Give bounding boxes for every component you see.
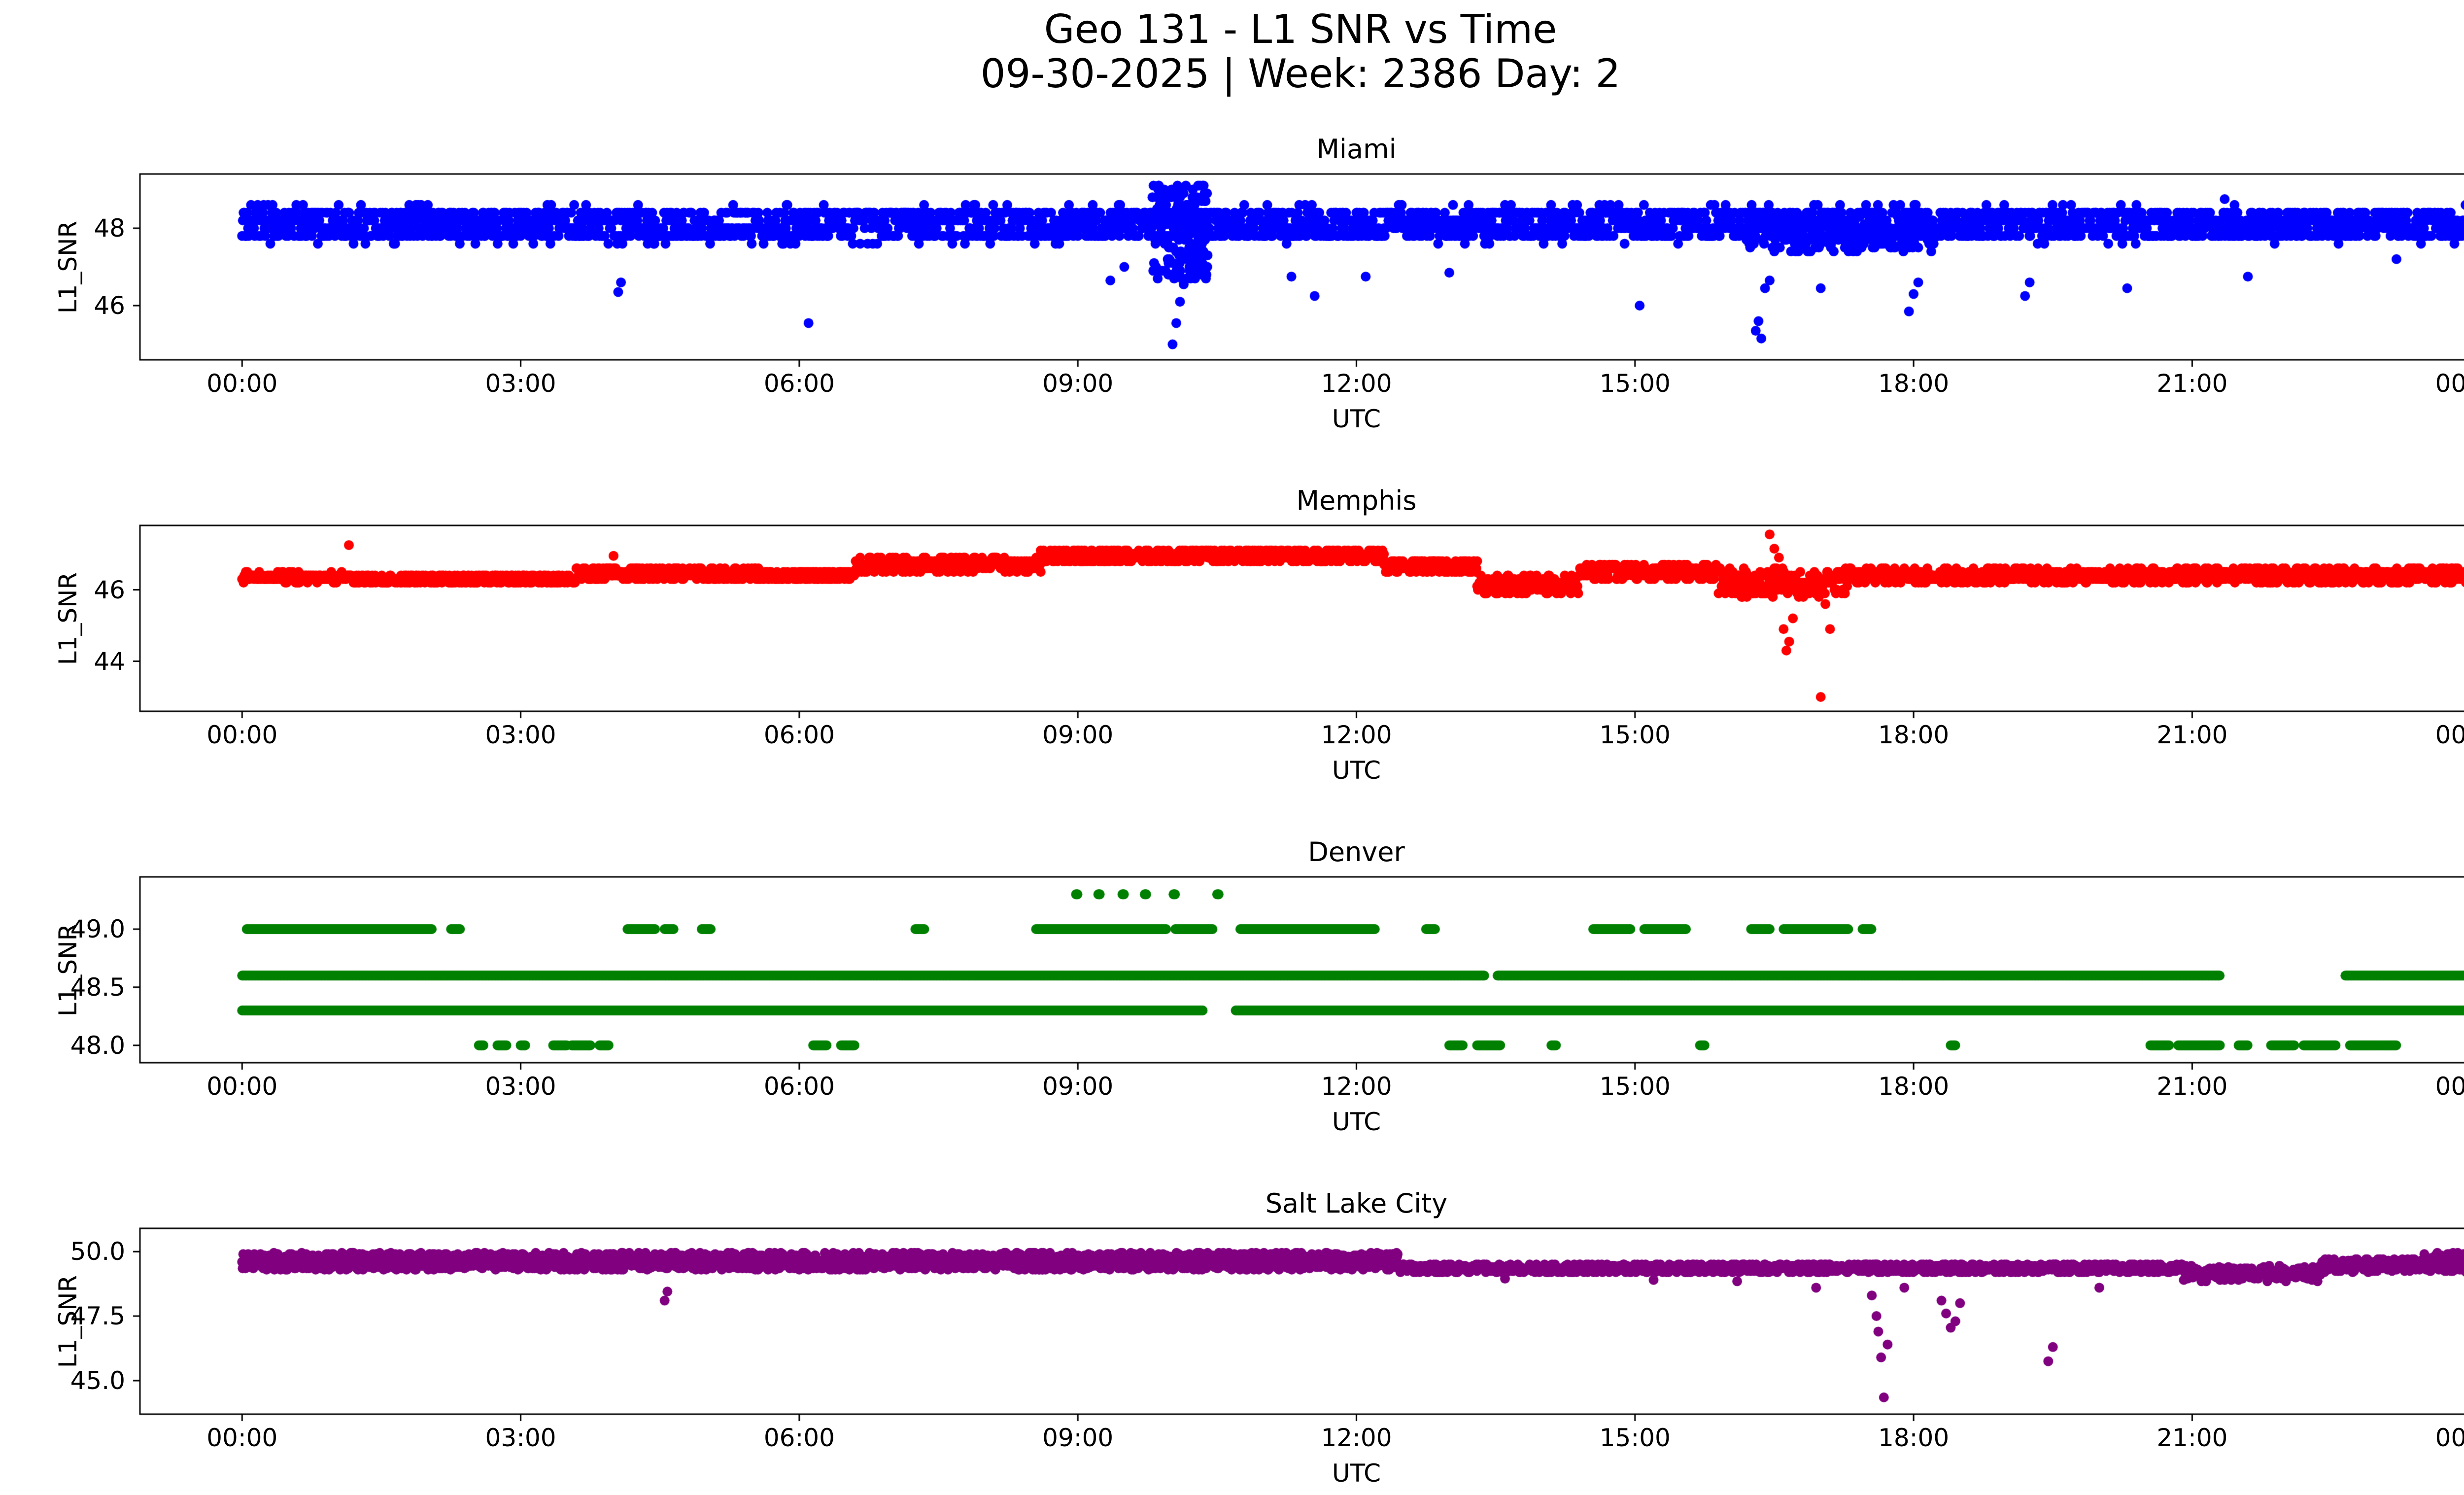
- figure-title: Geo 131 - L1 SNR vs Time: [1044, 6, 1557, 52]
- figure-subtitle: 09-30-2025 | Week: 2386 Day: 2: [980, 51, 1621, 97]
